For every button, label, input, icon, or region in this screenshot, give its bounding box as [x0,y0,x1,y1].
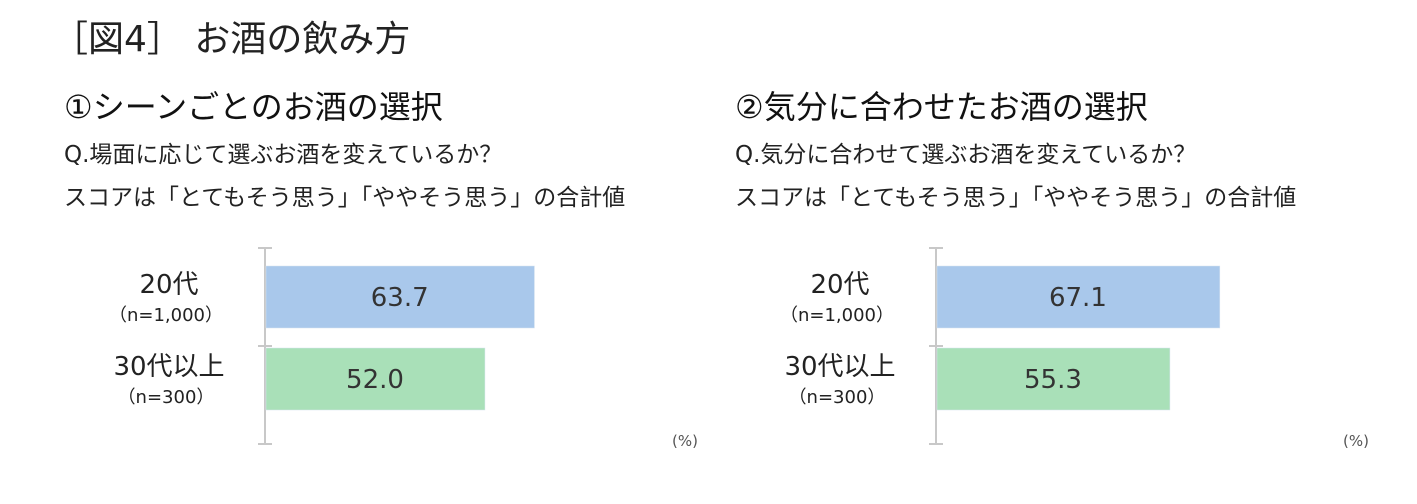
chart-title: ②気分に合わせたお酒の選択 [735,88,1148,126]
unit-label: (%) [1343,432,1369,450]
bar [936,347,1171,411]
chart-question: Q.気分に合わせて選ぶお酒を変えているか？ [735,142,1197,168]
bar [265,347,486,411]
category-sample-size: （n=300） [118,387,215,408]
category-label: 30代以上 [113,352,224,382]
category-sample-size: （n=1,000） [780,305,894,326]
chart-panel-mood: ②気分に合わせたお酒の選択 Q.気分に合わせて選ぶお酒を変えているか？ スコアは… [735,84,1375,494]
chart-note: スコアは「とてもそう思う」「ややそう思う」の合計値 [735,185,1297,211]
category-sample-size: （n=1,000） [109,305,223,326]
chart-title: ①シーンごとのお酒の選択 [64,88,443,126]
chart-note: スコアは「とてもそう思う」「ややそう思う」の合計値 [64,185,626,211]
bar [265,265,535,329]
bar-value-label: 52.0 [346,365,404,395]
bar-chart-scene: 63.7 20代 （n=1,000） 52.0 30代以上 （n=300） (%) [109,247,698,450]
bar-chart-mood: 67.1 20代 （n=1,000） 55.3 30代以上 （n=300） (%) [780,247,1369,450]
category-sample-size: （n=300） [789,387,886,408]
bar-value-label: 55.3 [1024,365,1082,395]
category-label: 30代以上 [784,352,895,382]
unit-label: (%) [672,432,698,450]
bar-value-label: 63.7 [371,283,429,313]
category-label: 20代 [139,270,198,300]
category-label: 20代 [810,270,869,300]
chart-question: Q.場面に応じて選ぶお酒を変えているか？ [64,142,503,168]
bar [936,265,1221,329]
chart-panel-scene: ①シーンごとのお酒の選択 Q.場面に応じて選ぶお酒を変えているか？ スコアは「と… [64,84,704,494]
bar-value-label: 67.1 [1049,283,1107,313]
figure-title: ［図4］ お酒の飲み方 [52,19,411,60]
